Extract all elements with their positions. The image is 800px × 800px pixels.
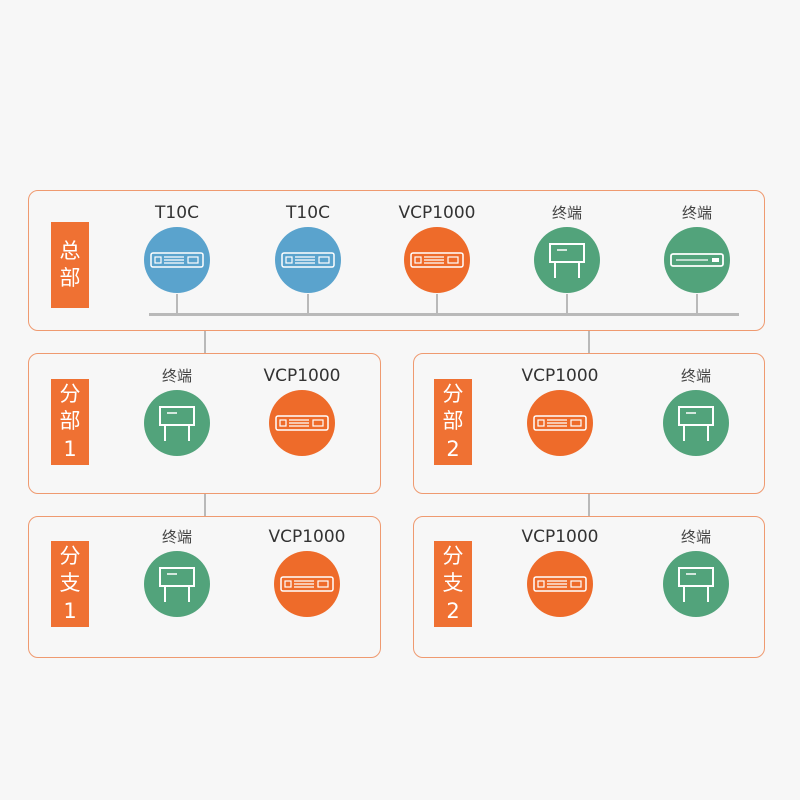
device-label: T10C (155, 203, 199, 223)
server-icon (275, 415, 329, 431)
sub2-tag-char: 支 (442, 571, 464, 596)
drop-line (176, 294, 178, 314)
branch1-tag-char: 1 (63, 436, 77, 461)
branch1-panel: 分 部 1 终端 VCP1000 (28, 353, 381, 494)
branch1-tag: 分 部 1 (51, 379, 89, 465)
device-terminal[interactable]: 终端 (137, 364, 217, 456)
terminal-stand-icon (159, 567, 195, 602)
branch2-tag-char: 分 (442, 382, 464, 407)
sub2-tag-char: 分 (442, 544, 464, 569)
device-label: VCP1000 (398, 203, 476, 223)
device-node (527, 551, 593, 617)
connector-branch1-sub1 (204, 493, 206, 518)
drop-line (566, 294, 568, 314)
device-label: 终端 (680, 367, 711, 385)
device-label: 终端 (161, 528, 192, 546)
device-node (663, 390, 729, 456)
device-vcp1000[interactable]: VCP1000 (520, 364, 600, 456)
sub1-panel: 分 支 1 终端 VCP1000 (28, 516, 381, 658)
sub2-tag: 分 支 2 (434, 541, 472, 627)
device-label: VCP1000 (521, 527, 599, 547)
device-label: VCP1000 (263, 366, 341, 386)
device-vcp1000[interactable]: VCP1000 (520, 525, 600, 617)
server-icon (281, 252, 335, 268)
device-label: 终端 (680, 528, 711, 546)
terminal-box-icon (670, 253, 724, 267)
device-node (275, 227, 341, 293)
device-label: 终端 (551, 204, 582, 222)
server-icon (150, 252, 204, 268)
device-node (663, 551, 729, 617)
device-node (269, 390, 335, 456)
device-node (144, 390, 210, 456)
terminal-stand-icon (678, 567, 714, 602)
branch1-tag-char: 部 (59, 409, 81, 434)
device-vcp1000[interactable]: VCP1000 (262, 364, 342, 456)
device-terminal-2[interactable]: 终端 (657, 201, 737, 293)
server-icon (533, 576, 587, 592)
terminal-stand-icon (678, 406, 714, 441)
device-label: VCP1000 (521, 366, 599, 386)
device-node (274, 551, 340, 617)
server-icon (533, 415, 587, 431)
network-bus-line (149, 313, 739, 316)
connector-hq-branch2 (588, 330, 590, 355)
hq-tag-char: 总 (59, 238, 81, 263)
device-node (664, 227, 730, 293)
branch1-tag-char: 分 (59, 382, 81, 407)
sub1-tag-char: 1 (63, 598, 77, 623)
branch2-tag-char: 部 (442, 409, 464, 434)
hq-panel: 总 部 T10C T10C VCP1000 终端 终端 (28, 190, 765, 331)
device-label: 终端 (681, 204, 712, 222)
device-node (534, 227, 600, 293)
server-icon (280, 576, 334, 592)
device-t10c-1[interactable]: T10C (137, 201, 217, 293)
sub2-panel: 分 支 2 VCP1000 终端 (413, 516, 765, 658)
hq-tag-char: 部 (59, 266, 81, 290)
drop-line (436, 294, 438, 314)
sub1-tag: 分 支 1 (51, 541, 89, 627)
device-terminal[interactable]: 终端 (656, 364, 736, 456)
sub1-tag-char: 支 (59, 571, 81, 596)
device-t10c-2[interactable]: T10C (268, 201, 348, 293)
hq-tag: 总 部 (51, 222, 89, 308)
device-terminal[interactable]: 终端 (656, 525, 736, 617)
connector-hq-branch1 (204, 330, 206, 355)
branch2-panel: 分 部 2 VCP1000 终端 (413, 353, 765, 494)
branch2-tag-char: 2 (446, 436, 460, 461)
sub2-tag-char: 2 (446, 598, 460, 623)
drop-line (307, 294, 309, 314)
device-node (404, 227, 470, 293)
sub1-tag-char: 分 (59, 544, 81, 569)
device-terminal[interactable]: 终端 (137, 525, 217, 617)
drop-line (696, 294, 698, 314)
device-node (144, 551, 210, 617)
terminal-stand-icon (159, 406, 195, 441)
device-vcp1000[interactable]: VCP1000 (267, 525, 347, 617)
device-label: T10C (286, 203, 330, 223)
terminal-stand-icon (549, 243, 585, 278)
device-label: VCP1000 (268, 527, 346, 547)
device-node (144, 227, 210, 293)
connector-branch2-sub2 (588, 493, 590, 518)
device-node (527, 390, 593, 456)
device-terminal-1[interactable]: 终端 (527, 201, 607, 293)
branch2-tag: 分 部 2 (434, 379, 472, 465)
server-icon (410, 252, 464, 268)
device-label: 终端 (161, 367, 192, 385)
device-vcp1000[interactable]: VCP1000 (397, 201, 477, 293)
